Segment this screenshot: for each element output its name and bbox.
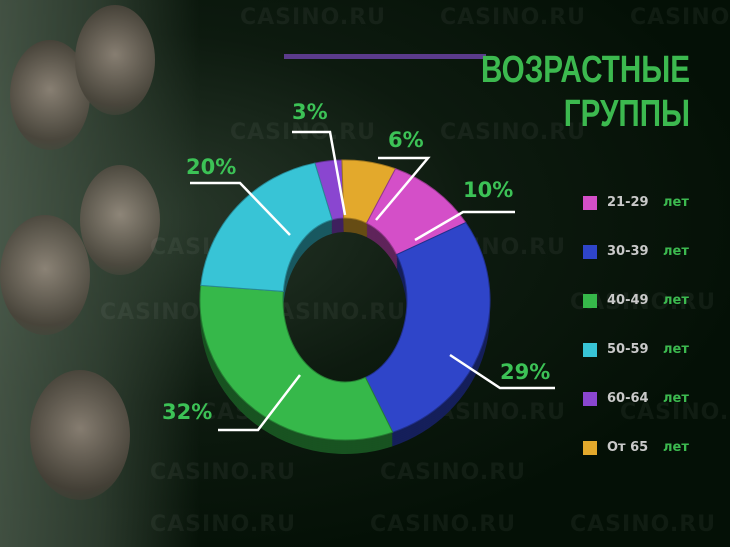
label-21-29: 10% — [463, 178, 514, 202]
watermark: CASINO.RU — [440, 120, 586, 145]
label-60-64: 3% — [292, 100, 328, 124]
label-50-59: 20% — [186, 155, 237, 179]
legend-item: 30-39 лет — [583, 227, 689, 276]
watermark: CASINO.RU — [150, 460, 296, 485]
label-30-39: 29% — [500, 360, 551, 384]
leader-line — [190, 181, 291, 236]
watermark: CASINO.RU — [240, 5, 386, 30]
swatch — [583, 391, 597, 406]
chart-title: ВОЗРАСТНЫЕ ГРУППЫ — [481, 48, 690, 136]
legend-unit: лет — [663, 440, 689, 455]
label-40-49: 32% — [162, 400, 213, 424]
legend-unit: лет — [663, 244, 689, 259]
watermark: CASINO.RU — [630, 5, 730, 30]
watermark: CASINO.RU — [370, 512, 516, 537]
legend-unit: лет — [663, 342, 689, 357]
swatch — [583, 342, 597, 357]
legend-label: 40-49 — [607, 293, 649, 308]
leader-line — [449, 353, 555, 390]
slice-50-59 — [200, 162, 333, 292]
legend-unit: лет — [663, 391, 689, 406]
label-65plus: 6% — [388, 128, 424, 152]
leader-line — [375, 156, 431, 221]
legend-item: 50-59 лет — [583, 325, 689, 374]
legend-unit: лет — [663, 293, 689, 308]
swatch — [583, 440, 597, 455]
watermark: CASINO.RU — [620, 400, 730, 425]
legend-item: 21-29 лет — [583, 178, 689, 227]
title-line-2: ГРУППЫ — [563, 93, 690, 135]
people-photo — [0, 0, 200, 547]
watermark: CASINO.RU — [380, 460, 526, 485]
leader-line — [218, 374, 301, 432]
legend-label: 21-29 — [607, 195, 649, 210]
watermark: CASINO.RU — [570, 512, 716, 537]
legend-item: От 65 лет — [583, 423, 689, 472]
legend-unit: лет — [663, 195, 689, 210]
swatch — [583, 244, 597, 259]
legend: 21-29 лет 30-39 лет 40-49 лет 50-59 лет 60-6… — [583, 178, 689, 472]
legend-label: От 65 — [607, 440, 649, 455]
legend-item: 40-49 лет — [583, 276, 689, 325]
swatch — [583, 195, 597, 210]
swatch — [583, 293, 597, 308]
leader-line — [292, 130, 347, 216]
watermark: CASINO.RU — [440, 5, 586, 30]
legend-label: 60-64 — [607, 391, 649, 406]
accent-bar — [284, 54, 486, 59]
title-line-1: ВОЗРАСТНЫЕ — [480, 49, 690, 91]
leader-line — [414, 210, 515, 242]
slice-40-49 — [199, 284, 394, 441]
legend-item: 60-64 лет — [583, 374, 689, 423]
watermark: CASINO.RU — [150, 512, 296, 537]
legend-label: 30-39 — [607, 244, 649, 259]
slice-30-39 — [364, 221, 491, 433]
legend-label: 50-59 — [607, 342, 649, 357]
